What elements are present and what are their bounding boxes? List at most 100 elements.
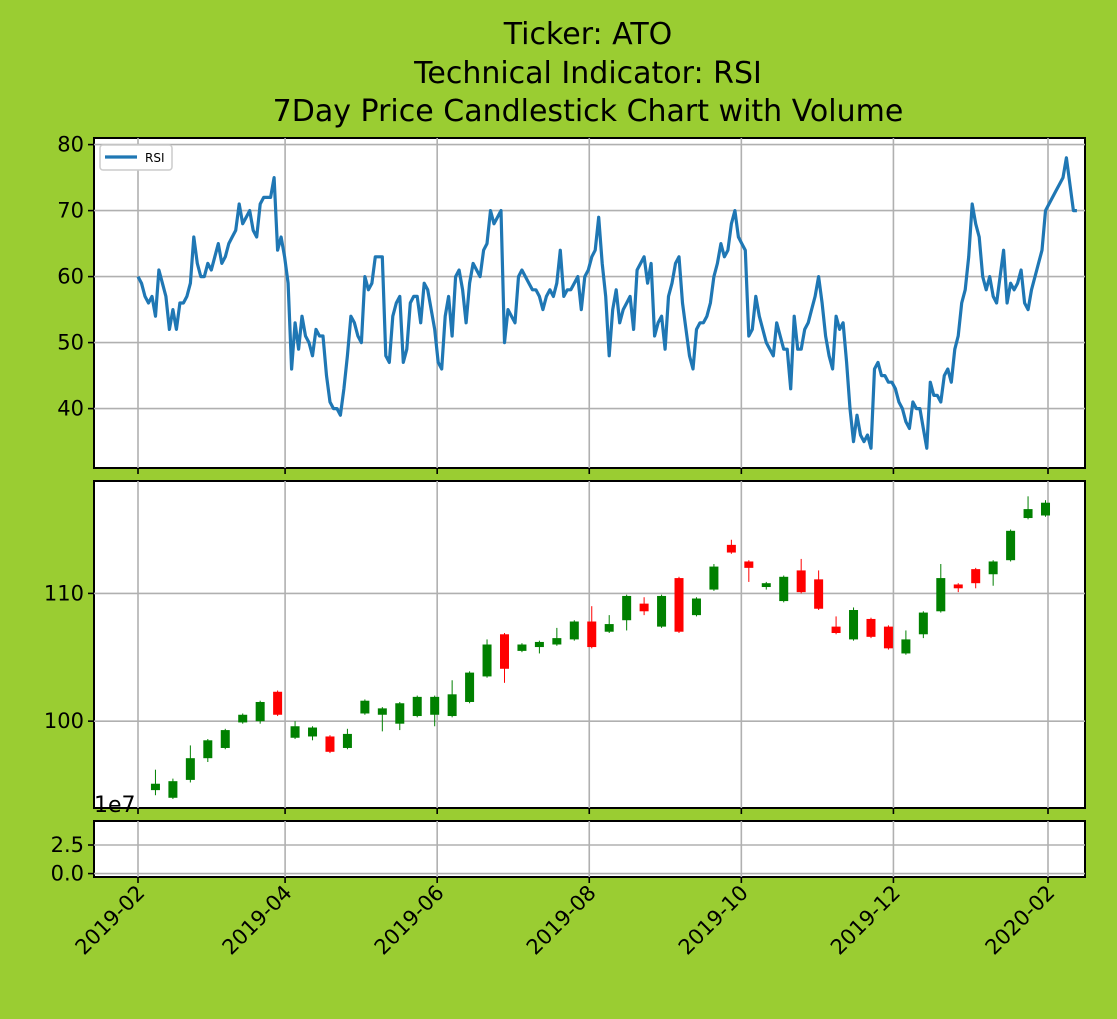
candle-body	[569, 621, 579, 640]
candle-body	[761, 583, 771, 588]
candle-body	[1006, 530, 1016, 561]
candle-body	[360, 700, 370, 714]
candle	[622, 594, 632, 631]
candle-body	[534, 641, 544, 648]
candle	[238, 713, 248, 724]
candle	[325, 735, 335, 754]
candle-body	[709, 566, 719, 590]
rsi-legend: RSI	[99, 144, 173, 171]
candle-body	[203, 740, 213, 759]
price-panel: 100 110	[44, 480, 1086, 814]
y-tick-label: 70	[57, 199, 84, 223]
candle	[482, 639, 492, 678]
rsi-y-ticks: 40 50 60 70 80	[57, 133, 94, 421]
candle-body	[150, 783, 160, 791]
candle-body	[430, 696, 440, 715]
candle	[814, 570, 824, 611]
candle-body	[779, 576, 789, 602]
candle	[726, 539, 736, 554]
y-tick-label: 110	[44, 581, 84, 605]
candle	[168, 778, 178, 800]
candle-body	[936, 578, 946, 612]
y-tick-label: 0.0	[51, 862, 84, 886]
candle	[395, 701, 405, 731]
candle-body	[238, 714, 248, 723]
candle	[273, 690, 283, 717]
candle-body	[883, 626, 893, 649]
candle	[953, 583, 963, 593]
candle	[744, 560, 754, 582]
candle	[360, 699, 370, 715]
candle	[691, 597, 701, 617]
candle	[849, 607, 859, 641]
candle-body	[395, 703, 405, 724]
candle-body	[482, 644, 492, 677]
candle	[1023, 496, 1033, 520]
candle-body	[639, 603, 649, 612]
candle	[674, 576, 684, 634]
candle-body	[325, 736, 335, 752]
candle-body	[1041, 502, 1051, 516]
title-line-2: Technical Indicator: RSI	[413, 56, 762, 91]
title-line-1: Ticker: ATO	[503, 17, 673, 52]
candle	[377, 707, 387, 732]
candle	[918, 611, 928, 639]
candle-body	[168, 781, 178, 798]
candle-body	[1023, 509, 1033, 519]
candle-body	[866, 618, 876, 637]
candle	[1041, 500, 1051, 517]
candle-body	[290, 726, 300, 738]
candle	[901, 630, 911, 655]
candle-body	[604, 624, 614, 632]
rsi-series-line	[136, 156, 1077, 450]
candle	[290, 721, 300, 740]
candle	[796, 558, 806, 594]
candle-body	[517, 644, 527, 651]
candle-body	[814, 579, 824, 609]
candle-body	[674, 578, 684, 632]
candle-body	[849, 610, 859, 640]
candle	[465, 671, 475, 704]
candle-body	[552, 638, 562, 645]
candle-body	[587, 621, 597, 648]
candle-body	[255, 701, 265, 722]
candle	[255, 700, 265, 724]
candle	[499, 633, 509, 683]
candle	[552, 627, 562, 646]
candle-body	[499, 634, 509, 669]
candle	[308, 726, 318, 741]
candle	[988, 560, 998, 586]
candle	[203, 739, 213, 763]
candle-body	[622, 595, 632, 621]
price-y-ticks: 100 110	[44, 581, 94, 733]
candle-body	[377, 708, 387, 715]
candle	[883, 625, 893, 650]
candle-body	[342, 733, 352, 748]
candle	[709, 564, 719, 591]
candle	[1006, 529, 1016, 562]
candle	[866, 617, 876, 639]
candle	[430, 695, 440, 727]
candle	[779, 575, 789, 603]
candle-body	[988, 561, 998, 575]
y-tick-label: 2.5	[51, 833, 84, 857]
candle-body	[185, 758, 195, 780]
y-tick-label: 40	[57, 397, 84, 421]
candle-body	[691, 598, 701, 616]
legend-rsi-label: RSI	[145, 151, 165, 165]
volume-panel: 0.02.5 1e7	[51, 793, 1086, 886]
candle-body	[273, 691, 283, 715]
candle	[342, 728, 352, 750]
y-tick-label: 50	[57, 331, 84, 355]
candle	[534, 640, 544, 654]
chart-title: Ticker: ATO Technical Indicator: RSI 7Da…	[273, 17, 904, 129]
y-tick-label: 100	[44, 709, 84, 733]
candles	[150, 496, 1051, 800]
candle-body	[901, 639, 911, 654]
candle	[517, 643, 527, 653]
candle	[657, 594, 667, 628]
candle	[150, 769, 160, 796]
candle-body	[831, 626, 841, 634]
candle-body	[447, 694, 457, 717]
candle-body	[953, 584, 963, 589]
